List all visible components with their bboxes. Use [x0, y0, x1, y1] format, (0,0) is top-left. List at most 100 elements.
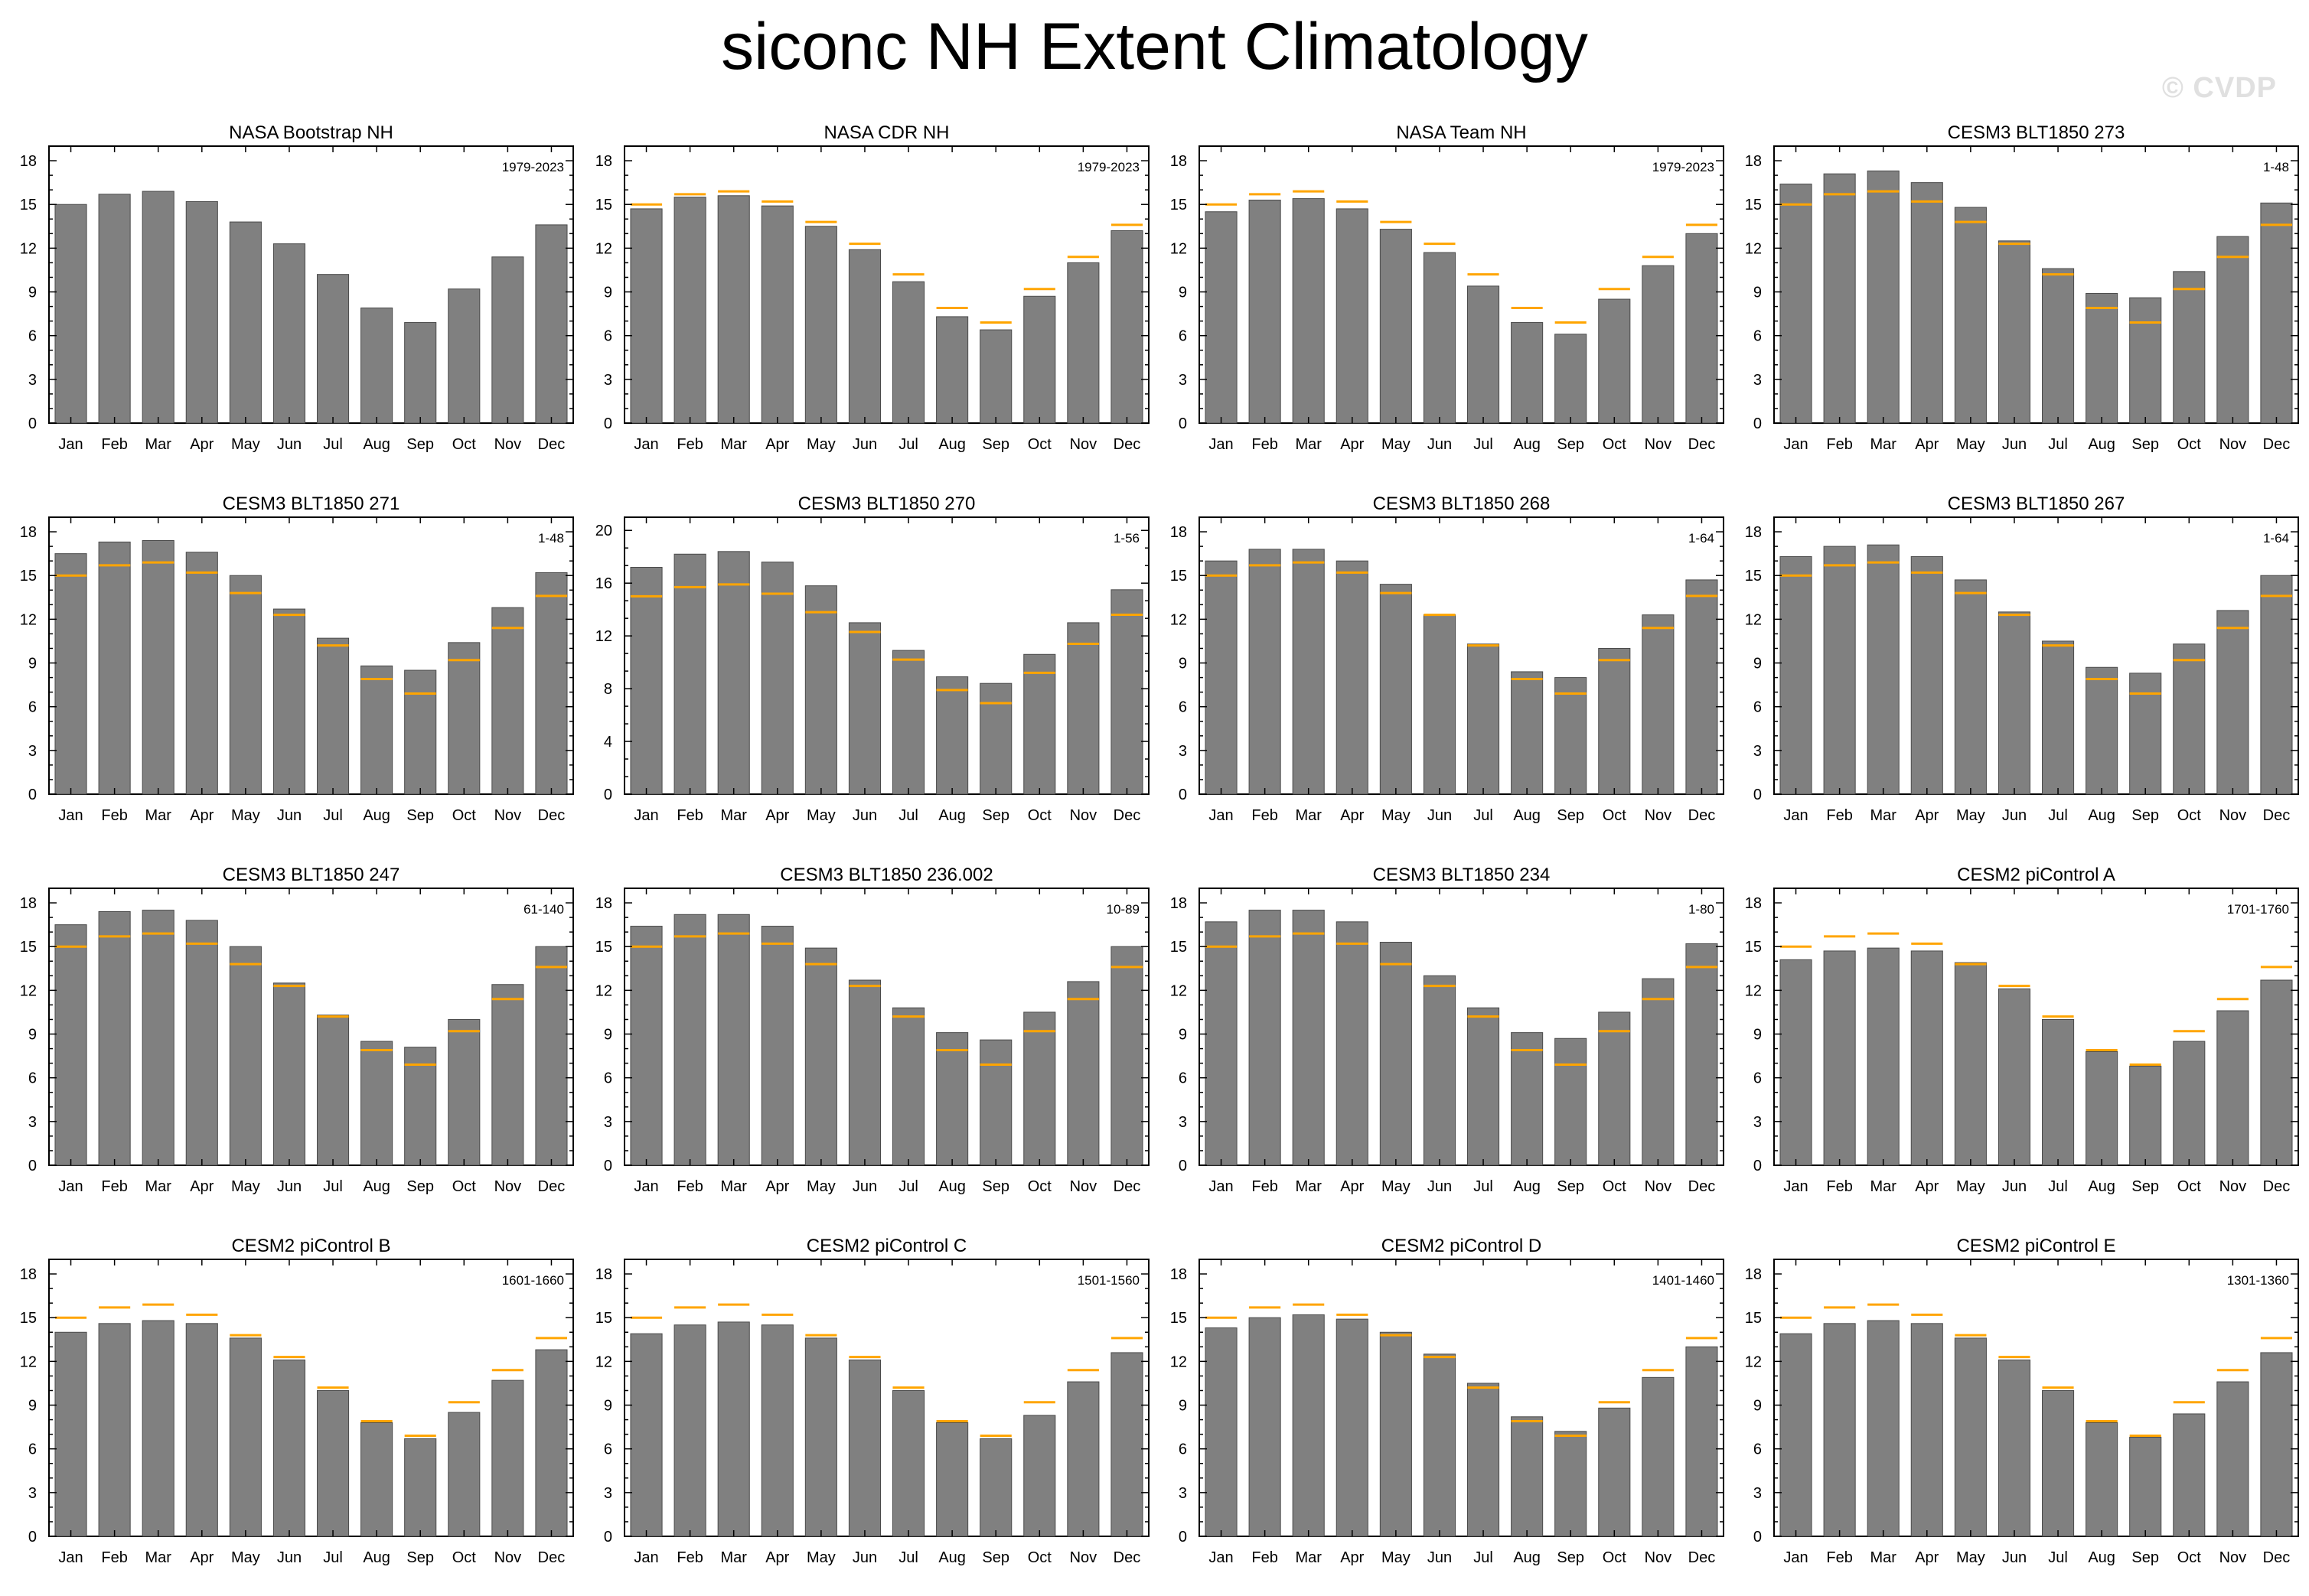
chart-panel: CESM3 BLT1850 267 0 3 6 9 12 15 18 Jan Feb Mar Apr M…	[1745, 493, 2299, 824]
x-tick-label: Aug	[1513, 807, 1541, 824]
x-tick-label: Mar	[145, 807, 171, 824]
x-tick-label: Jun	[853, 1549, 877, 1566]
x-tick-label: May	[231, 436, 260, 453]
y-tick-label: 4	[604, 734, 612, 751]
y-tick-label: 12	[595, 1353, 612, 1370]
plot-frame	[1199, 888, 1724, 1166]
bar	[848, 622, 882, 795]
bar	[761, 205, 794, 424]
bar	[2173, 1413, 2206, 1537]
bar	[1642, 1376, 1675, 1537]
bar	[1598, 647, 1631, 795]
y-tick-label: 3	[604, 372, 612, 389]
x-tick-label: May	[231, 807, 260, 824]
x-tick-label: Mar	[1295, 1178, 1322, 1195]
bar	[1379, 229, 1412, 424]
x-tick-label: May	[1956, 436, 1985, 453]
y-tick-label: 18	[1170, 895, 1187, 912]
y-tick-label: 6	[1753, 699, 1762, 716]
y-tick-label: 3	[28, 1485, 37, 1502]
x-tick-label: Jul	[323, 807, 343, 824]
x-tick-label: Jul	[2048, 436, 2068, 453]
bar	[54, 924, 87, 1166]
y-tick-label: 6	[28, 328, 37, 345]
bar	[1205, 560, 1238, 795]
y-tick-label: 3	[1179, 1485, 1187, 1502]
bar	[1511, 1416, 1544, 1537]
x-tick-label: Jul	[1473, 807, 1493, 824]
bar	[630, 926, 663, 1166]
bar	[1685, 943, 1718, 1166]
x-tick-label: May	[1956, 1549, 1985, 1566]
plot-frame	[1773, 888, 2299, 1166]
x-tick-label: May	[1956, 1178, 1985, 1195]
x-tick-label: Dec	[2263, 1549, 2291, 1566]
panel-title: CESM2 piControl C	[807, 1236, 967, 1256]
x-tick-label: Jan	[1208, 1549, 1233, 1566]
plot-frame	[48, 888, 574, 1166]
x-tick-label: Jan	[1783, 1549, 1808, 1566]
y-tick-label: 18	[1170, 153, 1187, 170]
y-tick-label: 18	[595, 895, 612, 912]
x-tick-label: Jul	[1473, 436, 1493, 453]
bar	[448, 288, 481, 424]
bar	[185, 920, 218, 1166]
bar	[2173, 643, 2206, 795]
y-tick-label: 12	[1170, 1353, 1187, 1370]
bar	[185, 552, 218, 795]
x-tick-label: Feb	[677, 1549, 703, 1566]
y-tick-label: 18	[1745, 895, 1762, 912]
x-tick-label: May	[231, 1549, 260, 1566]
bar	[936, 316, 969, 424]
bar	[491, 984, 524, 1166]
x-tick-label: Jun	[1427, 1549, 1452, 1566]
x-tick-label: Dec	[1688, 1549, 1716, 1566]
x-tick-label: Mar	[720, 1178, 747, 1195]
y-tick-label: 15	[1170, 1310, 1187, 1327]
x-tick-label: Aug	[363, 1178, 390, 1195]
plot-frame	[1773, 516, 2299, 795]
bar	[2086, 1050, 2118, 1166]
bar	[1511, 671, 1544, 795]
panel-title: CESM2 piControl A	[1957, 865, 2115, 885]
x-tick-label: Apr	[190, 1549, 214, 1566]
x-tick-label: Dec	[1114, 1549, 1141, 1566]
y-tick-label: 0	[1179, 1158, 1187, 1174]
bar	[1823, 546, 1856, 795]
period-label: 1301-1360	[2227, 1273, 2289, 1288]
period-label: 1-64	[1688, 531, 1714, 546]
panel-title: CESM3 BLT1850 270	[798, 493, 976, 514]
bar	[1998, 240, 2031, 424]
bar	[892, 1389, 925, 1537]
x-tick-label: Feb	[1251, 1549, 1277, 1566]
x-tick-label: Oct	[452, 436, 477, 453]
x-tick-label: Feb	[677, 436, 703, 453]
y-tick-label: 9	[1179, 285, 1187, 301]
x-tick-label: May	[1381, 807, 1411, 824]
bar	[1779, 555, 1812, 795]
bar	[2129, 297, 2162, 424]
y-tick-label: 12	[1745, 240, 1762, 257]
bar	[804, 947, 837, 1166]
y-tick-label: 0	[28, 415, 37, 432]
x-tick-label: Oct	[1028, 1549, 1052, 1566]
x-tick-label: Jan	[58, 436, 83, 453]
bar	[1067, 1381, 1100, 1537]
bar	[630, 208, 663, 424]
bar	[272, 608, 306, 795]
bar	[1466, 285, 1500, 424]
chart-panel: CESM3 BLT1850 273 0 3 6 9 12 15 18 Jan Feb Mar Apr M…	[1745, 122, 2299, 453]
x-tick-label: May	[807, 807, 836, 824]
x-tick-label: Sep	[1557, 1549, 1584, 1566]
bar	[316, 1389, 350, 1537]
y-tick-label: 3	[1179, 372, 1187, 389]
y-tick-label: 18	[1170, 1266, 1187, 1283]
y-tick-label: 9	[1753, 1398, 1762, 1415]
x-tick-label: Apr	[1340, 436, 1364, 453]
y-tick-label: 18	[1745, 524, 1762, 541]
figure-title: siconc NH Extent Climatology	[721, 10, 1588, 83]
y-tick-label: 3	[604, 1114, 612, 1131]
y-tick-label: 0	[1753, 1529, 1762, 1546]
y-tick-label: 3	[28, 743, 37, 760]
y-tick-label: 12	[595, 982, 612, 999]
